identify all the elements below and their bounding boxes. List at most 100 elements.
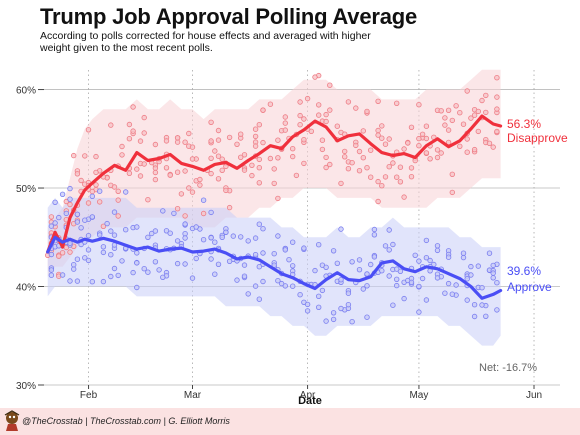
disapprove-poll-point <box>368 147 374 153</box>
disapprove-poll-point <box>416 101 422 108</box>
disapprove-poll-point <box>408 173 415 180</box>
approve-poll-point <box>323 264 329 270</box>
disapprove-poll-point <box>356 167 363 174</box>
x-tick-label: Jun <box>526 390 542 401</box>
approve-poll-point <box>330 310 337 316</box>
disapprove-poll-point <box>48 214 55 220</box>
disapprove-poll-point <box>241 167 248 173</box>
disapprove-poll-point <box>297 121 303 128</box>
disapprove-poll-point <box>145 196 151 203</box>
disapprove-poll-point <box>368 174 374 180</box>
disapprove-poll-point <box>364 164 370 171</box>
footer-bar: @TheCrosstab | TheCrosstab.com | G. Elli… <box>0 408 580 435</box>
disapprove-poll-point <box>267 155 274 162</box>
disapprove-poll-point <box>464 136 470 142</box>
approve-poll-point <box>252 251 259 258</box>
approve-poll-point <box>115 272 121 279</box>
x-tick-label: Mar <box>184 390 202 401</box>
approve-poll-point <box>85 257 92 264</box>
approve-poll-point <box>290 239 296 245</box>
approve-poll-point <box>364 283 370 289</box>
approve-poll-point <box>490 275 496 281</box>
confidence-bands <box>47 69 501 346</box>
approve-poll-point <box>256 221 262 227</box>
approve-poll-point <box>364 271 370 277</box>
disapprove-poll-point <box>401 194 407 200</box>
disapprove-poll-point <box>237 131 244 137</box>
disapprove-poll-point <box>256 164 262 171</box>
disapprove-poll-point <box>275 195 281 202</box>
approve-poll-point <box>386 273 392 279</box>
disapprove-poll-point <box>423 150 430 156</box>
disapprove-poll-point <box>342 154 348 160</box>
disapprove-poll-point <box>174 169 181 175</box>
disapprove-poll-point <box>449 189 455 196</box>
approve-poll-point <box>78 225 84 231</box>
disapprove-poll-point <box>434 147 441 153</box>
disapprove-poll-point <box>375 178 381 185</box>
approve-poll-point <box>460 250 467 256</box>
approve-poll-point <box>111 209 118 215</box>
disapprove-poll-point <box>260 107 266 113</box>
approve-poll-point <box>237 234 244 240</box>
disapprove-poll-point <box>208 155 214 161</box>
disapprove-poll-point <box>252 133 259 140</box>
axes: 30% 40% 50% 60% Feb Mar Apr May Jun <box>16 86 542 401</box>
approve-poll-point <box>371 226 378 233</box>
disapprove-poll-point <box>108 122 114 128</box>
disapprove-poll-point <box>471 112 478 118</box>
approve-poll-point <box>312 267 318 274</box>
approve-poll-point <box>245 238 251 244</box>
disapprove-poll-point <box>445 107 452 113</box>
approve-poll-point <box>89 214 95 220</box>
disapprove-poll-point <box>453 103 459 109</box>
x-tick-label: May <box>409 390 428 401</box>
approve-poll-point <box>490 270 496 276</box>
approve-poll-point <box>208 209 214 216</box>
disapprove-poll-point <box>252 126 259 132</box>
disapprove-poll-point <box>297 112 303 119</box>
approve-poll-point <box>453 282 459 288</box>
disapprove-poll-point <box>137 138 144 144</box>
approve-poll-point <box>434 275 441 281</box>
disapprove-poll-point <box>215 137 222 143</box>
approve-poll-point <box>271 250 277 257</box>
approve-poll-point <box>134 224 140 230</box>
approve-poll-point <box>70 266 77 272</box>
approve-poll-point <box>386 247 392 253</box>
approve-poll-point <box>434 243 441 249</box>
disapprove-poll-point <box>464 88 470 94</box>
disapprove-poll-point <box>152 141 159 148</box>
disapprove-poll-point <box>349 159 355 166</box>
approve-poll-point <box>100 278 107 285</box>
disapprove-poll-point <box>256 156 262 163</box>
approve-poll-point <box>323 318 329 324</box>
approve-poll-point <box>56 214 62 221</box>
approve-poll-point <box>304 308 311 314</box>
approve-poll-point <box>301 245 307 251</box>
approve-poll-point <box>48 223 55 229</box>
disapprove-poll-point <box>483 92 489 99</box>
disapprove-poll-point <box>394 100 400 106</box>
disapprove-poll-point <box>319 146 326 153</box>
crosstab-logo-icon <box>4 410 20 431</box>
approve-poll-point <box>275 278 281 284</box>
disapprove-poll-point <box>416 142 422 149</box>
approve-poll-point <box>449 291 455 297</box>
approve-poll-point <box>278 280 285 287</box>
approve-poll-point <box>111 232 118 238</box>
disapprove-poll-point <box>249 162 255 168</box>
approve-poll-point <box>241 262 248 268</box>
approve-poll-point <box>48 272 55 278</box>
approve-poll-point <box>48 251 55 258</box>
approve-poll-point <box>215 261 222 267</box>
approve-poll-point <box>171 210 177 217</box>
disapprove-poll-point <box>56 253 62 259</box>
approve-poll-point <box>471 313 478 320</box>
disapprove-poll-point <box>67 249 73 255</box>
approve-poll-point <box>174 238 181 244</box>
disapprove-poll-point <box>119 152 125 158</box>
approve-poll-point <box>182 221 188 227</box>
approve-poll-point <box>423 237 430 244</box>
disapprove-band <box>47 69 501 277</box>
